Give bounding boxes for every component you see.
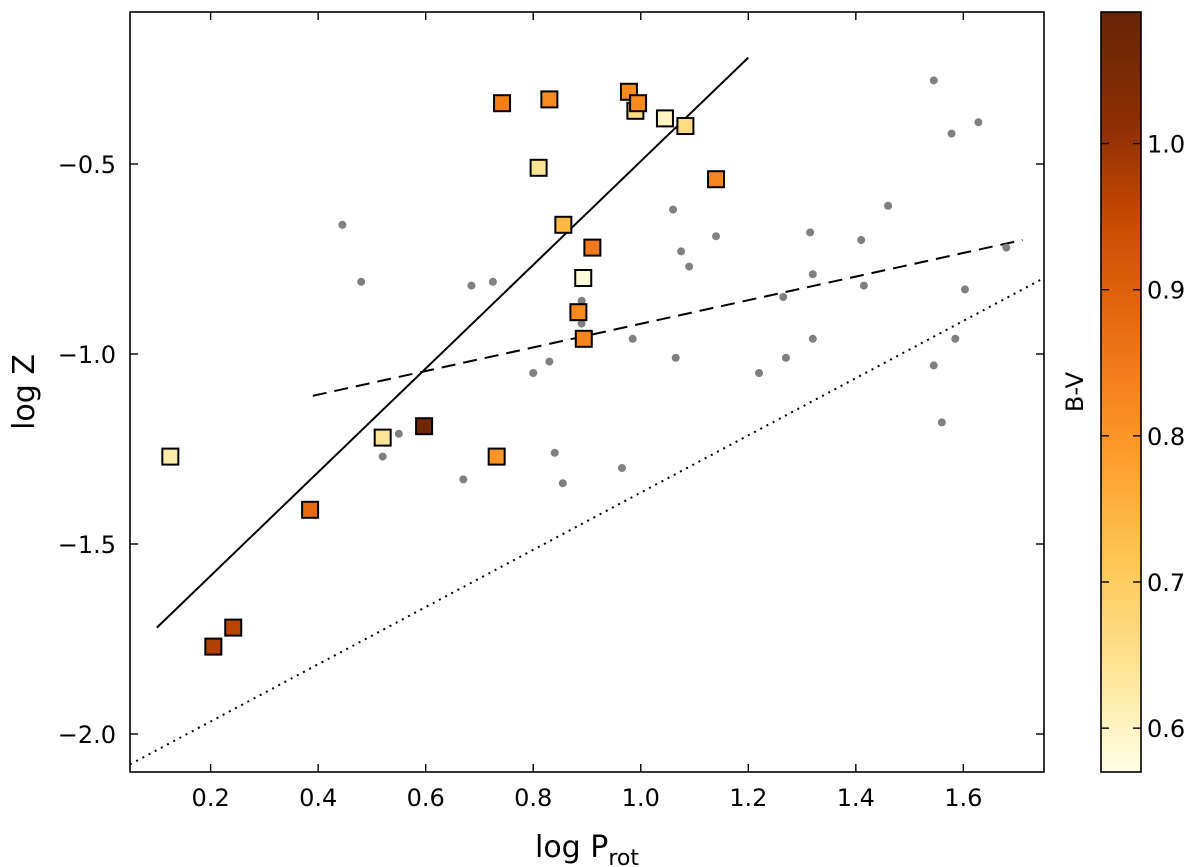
fit-lines [130, 56, 1044, 766]
x-tick-label: 0.8 [514, 784, 552, 812]
plot-area [129, 11, 1045, 773]
x-tick-label: 0.6 [407, 784, 445, 812]
gray-dot-point [859, 281, 868, 290]
x-axis-ticks: 0.2 0.4 0.6 0.8 1.0 1.2 1.4 1.6 [192, 12, 982, 812]
colorbar-tick-label: 1.0 [1147, 131, 1185, 159]
gray-dot-point [779, 293, 788, 301]
square-point [574, 269, 593, 287]
colorbar-title: B-V [1061, 371, 1089, 412]
x-tick-label: 0.2 [192, 784, 230, 812]
gray-dot-point [937, 418, 946, 427]
gray-dot-point [357, 277, 366, 286]
gray-dot-point [529, 369, 538, 377]
square-point [676, 117, 695, 135]
gray-dot-point [960, 285, 969, 294]
gray-dot-point [808, 270, 817, 279]
gray-dot-point [577, 319, 586, 328]
gray-dot-point [857, 236, 866, 244]
square-point [161, 447, 180, 466]
gray-dot-point [947, 129, 956, 138]
colorbar-tick-label: 0.9 [1147, 277, 1185, 305]
gray-dot-point [685, 262, 694, 271]
gray-dot-point [577, 296, 586, 305]
y-tick-label: −1.0 [58, 341, 116, 369]
x-tick-label: 1.0 [622, 784, 660, 812]
gray-dot-point [378, 452, 387, 461]
dashed-fit-line [312, 239, 1023, 397]
x-axis-title-subscript: rot [608, 846, 639, 867]
gray-dot-point [677, 247, 686, 256]
gray-dot-point [558, 479, 567, 488]
square-point [583, 238, 602, 257]
y-tick-label: −0.5 [58, 151, 116, 179]
gray-dot-point [628, 334, 637, 343]
gray-dot-point [394, 429, 403, 438]
x-axis-title-main: log P [535, 830, 608, 865]
colorbar [1100, 11, 1142, 773]
dotted-fit-line [130, 277, 1044, 766]
colorbar-tick-label: 0.6 [1147, 715, 1185, 743]
square-point [655, 109, 674, 128]
gray-dot-point [884, 201, 893, 210]
gray-dot-point [1002, 243, 1011, 252]
gray-dot-point [808, 334, 817, 343]
y-axis-ticks: −2.0 −1.5 −1.0 −0.5 [58, 151, 1044, 749]
gray-dot-point [974, 118, 983, 127]
gray-dot-series [338, 76, 1011, 488]
gray-dot-point [669, 205, 678, 214]
y-axis-title: log Z [7, 354, 42, 430]
colorbar-tick-label: 0.8 [1147, 423, 1185, 451]
x-tick-label: 0.4 [299, 784, 337, 812]
square-point [540, 90, 559, 109]
gray-dot-point [806, 228, 815, 237]
square-point [554, 215, 573, 234]
square-point [569, 303, 588, 322]
gray-dot-point [671, 353, 680, 362]
gray-dot-point [929, 76, 938, 85]
square-point [415, 417, 434, 436]
x-tick-label: 1.6 [944, 784, 982, 812]
square-point [493, 94, 512, 113]
gray-dot-point [929, 361, 938, 370]
y-tick-label: −1.5 [58, 531, 116, 559]
x-axis-title: log Prot [535, 830, 639, 867]
square-point [373, 428, 392, 447]
square-point [301, 500, 320, 519]
solid-fit-line [156, 56, 749, 629]
gray-dot-point [459, 475, 468, 484]
square-point [574, 329, 593, 348]
y-tick-label: −2.0 [58, 721, 116, 749]
colored-square-series [161, 82, 726, 656]
square-point [707, 170, 726, 189]
square-point [487, 447, 506, 466]
square-point [529, 158, 548, 177]
gray-dot-point [781, 353, 790, 362]
x-tick-label: 1.4 [837, 784, 875, 812]
gray-dot-point [617, 464, 626, 472]
gray-dot-point [545, 357, 554, 366]
x-tick-label: 1.2 [729, 784, 767, 812]
square-point [204, 637, 223, 656]
square-point [224, 618, 243, 637]
gray-dot-point [712, 232, 721, 241]
gray-dot-point [488, 277, 497, 286]
square-point [629, 94, 648, 113]
colorbar-tick-label: 0.7 [1147, 569, 1185, 597]
gray-dot-point [550, 448, 559, 457]
gray-dot-point [755, 369, 764, 377]
gray-dot-point [467, 281, 476, 290]
gray-dot-point [338, 220, 347, 229]
colorbar-ticks: 0.6 0.7 0.8 0.9 1.0 [1101, 131, 1185, 743]
gray-dot-point [951, 334, 960, 343]
